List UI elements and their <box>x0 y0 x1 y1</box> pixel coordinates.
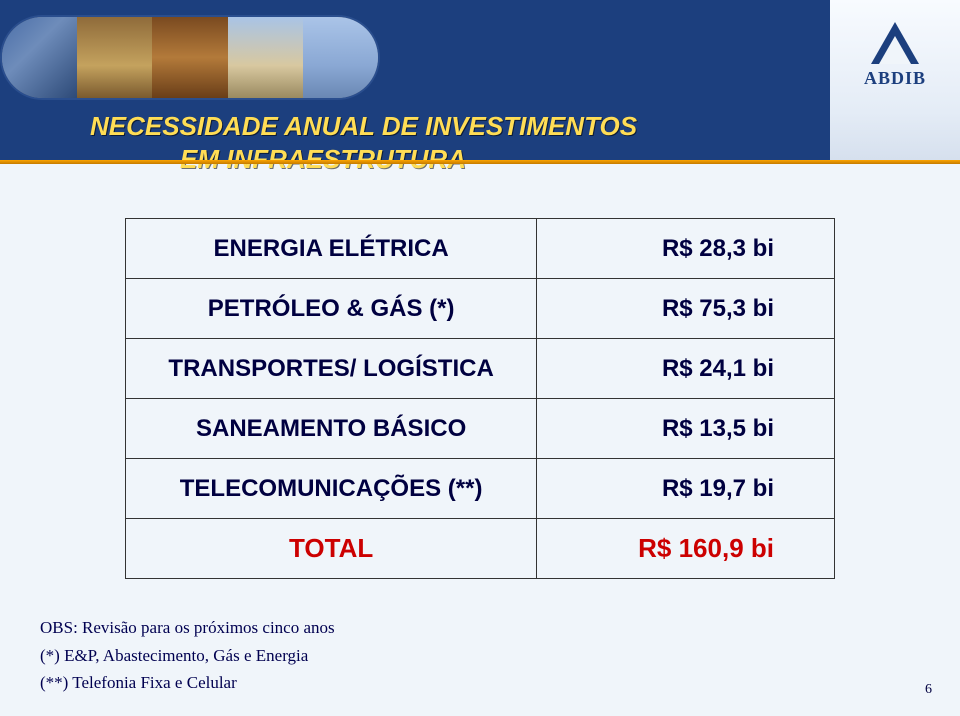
slide-title: NECESSIDADE ANUAL DE INVESTIMENTOS EM IN… <box>90 110 637 175</box>
photo-segment <box>2 17 77 98</box>
row-value: R$ 19,7 bi <box>537 459 835 519</box>
photo-segment <box>228 17 303 98</box>
photo-strip <box>0 15 380 100</box>
logo: ABDIB <box>855 20 935 89</box>
header-divider <box>0 160 960 164</box>
slide: ABDIB NECESSIDADE ANUAL DE INVESTIMENTOS… <box>0 0 960 716</box>
photo-segment <box>77 17 152 98</box>
footnote-line: (*) E&P, Abastecimento, Gás e Energia <box>40 642 335 669</box>
photo-segment <box>152 17 227 98</box>
row-label: TRANSPORTES/ LOGÍSTICA <box>126 339 537 399</box>
footnotes: OBS: Revisão para os próximos cinco anos… <box>40 614 335 696</box>
photo-segment <box>303 17 378 98</box>
investment-table: ENERGIA ELÉTRICA R$ 28,3 bi PETRÓLEO & G… <box>125 218 835 579</box>
table-total-row: TOTAL R$ 160,9 bi <box>126 519 835 579</box>
logo-triangle-icon <box>867 20 923 70</box>
table-row: SANEAMENTO BÁSICO R$ 13,5 bi <box>126 399 835 459</box>
footnote-line: OBS: Revisão para os próximos cinco anos <box>40 614 335 641</box>
total-label: TOTAL <box>126 519 537 579</box>
table-row: TELECOMUNICAÇÕES (**) R$ 19,7 bi <box>126 459 835 519</box>
table-row: PETRÓLEO & GÁS (*) R$ 75,3 bi <box>126 279 835 339</box>
table-row: ENERGIA ELÉTRICA R$ 28,3 bi <box>126 219 835 279</box>
row-value: R$ 13,5 bi <box>537 399 835 459</box>
logo-text: ABDIB <box>855 68 935 89</box>
row-label: TELECOMUNICAÇÕES (**) <box>126 459 537 519</box>
header: ABDIB NECESSIDADE ANUAL DE INVESTIMENTOS… <box>0 0 960 160</box>
row-value: R$ 24,1 bi <box>537 339 835 399</box>
title-line-1: NECESSIDADE ANUAL DE INVESTIMENTOS <box>90 110 637 143</box>
table-row: TRANSPORTES/ LOGÍSTICA R$ 24,1 bi <box>126 339 835 399</box>
footnote-line: (**) Telefonia Fixa e Celular <box>40 669 335 696</box>
row-label: ENERGIA ELÉTRICA <box>126 219 537 279</box>
page-number: 6 <box>925 682 932 698</box>
row-label: SANEAMENTO BÁSICO <box>126 399 537 459</box>
title-line-2: EM INFRAESTRUTURA <box>90 143 637 176</box>
row-label: PETRÓLEO & GÁS (*) <box>126 279 537 339</box>
row-value: R$ 28,3 bi <box>537 219 835 279</box>
row-value: R$ 75,3 bi <box>537 279 835 339</box>
total-value: R$ 160,9 bi <box>537 519 835 579</box>
